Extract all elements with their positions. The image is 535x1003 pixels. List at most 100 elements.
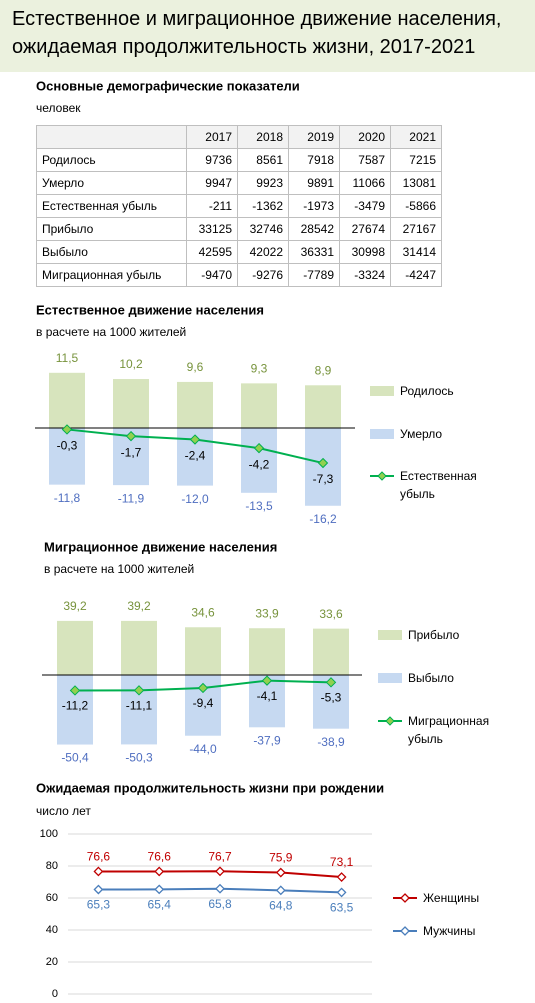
value-label: 9,3: [251, 362, 268, 376]
value-label: 65,3: [87, 898, 111, 912]
cell: -3324: [339, 263, 391, 287]
marker: [189, 434, 201, 445]
cell: -211: [186, 194, 238, 218]
marker: [93, 866, 104, 877]
bar: [177, 381, 213, 428]
legend-label: Естественная убыль: [400, 469, 477, 501]
legend-label: Выбыло: [408, 671, 454, 685]
value-label: -13,5: [245, 499, 273, 513]
bar: [49, 372, 85, 428]
table-row: Прибыло 33125 32746 28542 27674 27167: [36, 217, 442, 241]
row-label: Выбыло: [36, 240, 187, 264]
cell: 7918: [288, 148, 340, 172]
row-label: Естественная убыль: [36, 194, 187, 218]
table-row: Родилось 9736 8561 7918 7587 7215: [36, 148, 442, 172]
y-tick-label: 80: [46, 860, 58, 872]
value-label: -2,4: [185, 449, 206, 463]
value-label: -11,2: [62, 699, 89, 713]
legend-label: Прибыло: [408, 628, 460, 642]
marker: [61, 424, 73, 435]
bar: [113, 379, 149, 428]
marker: [275, 885, 286, 896]
cell: -5866: [390, 194, 442, 218]
cell: -7789: [288, 263, 340, 287]
value-label: 65,4: [148, 898, 172, 912]
value-label: 39,2: [63, 599, 87, 613]
legend-label: Родилось: [400, 384, 454, 398]
row-label: Прибыло: [36, 217, 187, 241]
row-label: Умерло: [36, 171, 187, 195]
value-label: 10,2: [119, 357, 143, 371]
column-header: 2020: [339, 125, 391, 149]
legend-label: Женщины: [423, 891, 480, 905]
value-label: -37,9: [253, 733, 281, 747]
legend-marker: [377, 471, 387, 481]
legend-swatch: [370, 386, 394, 396]
value-label: -11,8: [54, 491, 81, 505]
title-line: ожидаемая продолжительность жизни, 2017-…: [12, 36, 476, 58]
bar: [305, 385, 341, 428]
value-label: -7,3: [313, 472, 334, 486]
marker: [336, 872, 347, 882]
data-table: 2017 2018 2019 2020 2021 Родилось 9736 8561 7918…: [36, 125, 442, 287]
value-label: -12,0: [181, 492, 209, 506]
value-label: -44,0: [189, 742, 217, 756]
column-header: 2017: [186, 125, 238, 149]
chart-subtitle: в расчете на 1000 жителей: [36, 325, 186, 339]
y-tick-label: 100: [40, 828, 58, 840]
value-label: -5,3: [321, 690, 342, 704]
cell: -9276: [237, 263, 289, 287]
unit-label: человек: [36, 101, 81, 115]
header-row: 2017 2018 2019 2020 2021: [36, 125, 442, 149]
table-row: Естественная убыль -211 -1362 -1973 -3479 -58…: [36, 194, 442, 218]
table-row: Умерло 9947 9923 9891 11066 13081: [36, 171, 442, 195]
marker: [253, 442, 265, 454]
cell: 9947: [186, 171, 238, 195]
chart-title: Естественное движение населения: [36, 302, 264, 317]
value-label: 9,6: [187, 360, 204, 374]
cell: 9923: [237, 171, 289, 195]
bar: [313, 628, 349, 675]
cell: 32746: [237, 217, 289, 241]
column-header: 2018: [237, 125, 289, 149]
value-label: 76,7: [208, 849, 232, 863]
marker: [215, 883, 225, 894]
y-tick-label: 0: [52, 988, 58, 1000]
marker: [215, 866, 225, 877]
marker: [154, 884, 165, 895]
value-label: 73,1: [330, 855, 354, 869]
bar: [49, 428, 85, 485]
legend-marker: [400, 893, 410, 903]
value-label: -1,7: [121, 445, 142, 459]
legend-swatch: [378, 630, 402, 640]
bar: [249, 628, 285, 675]
cell: 27167: [390, 217, 442, 241]
legend-marker: [385, 716, 395, 726]
cell: 7215: [390, 148, 442, 172]
marker: [197, 682, 209, 694]
value-label: -4,1: [257, 689, 278, 703]
marker: [261, 675, 273, 686]
marker: [69, 685, 81, 696]
y-tick-label: 20: [46, 956, 58, 968]
marker: [336, 887, 347, 898]
value-label: 11,5: [56, 351, 79, 365]
bar: [121, 620, 157, 675]
cell: 27674: [339, 217, 391, 241]
value-label: 75,9: [269, 851, 293, 865]
value-label: 33,6: [319, 607, 343, 621]
y-tick-label: 40: [46, 924, 58, 936]
value-label: 39,2: [127, 599, 151, 613]
cell: 9891: [288, 171, 340, 195]
cell: 36331: [288, 240, 340, 264]
legend-label: Миграционная убыль: [408, 714, 490, 746]
cell: 7587: [339, 148, 391, 172]
cell: 13081: [390, 171, 442, 195]
value-label: 63,5: [330, 901, 354, 915]
cell: 9736: [186, 148, 238, 172]
marker: [133, 685, 145, 696]
cell: -1973: [288, 194, 340, 218]
value-label: -50,4: [61, 751, 89, 765]
